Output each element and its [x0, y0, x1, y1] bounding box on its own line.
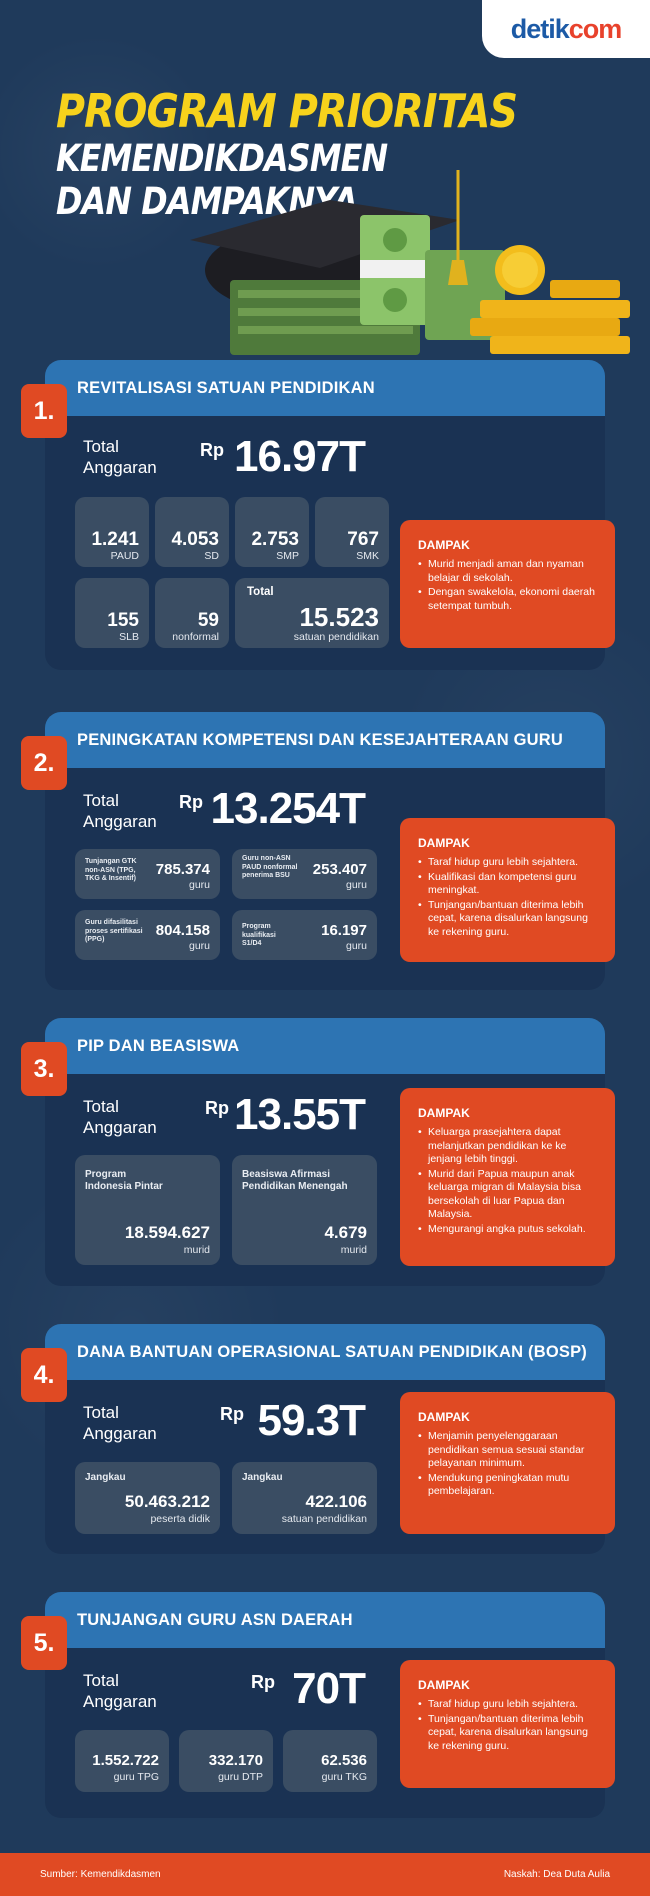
stat-box: 2.753 SMP — [235, 497, 309, 567]
impact-box-5: DAMPAK Taraf hidup guru lebih sejahtera.… — [400, 1660, 615, 1788]
currency-label: Rp — [179, 792, 203, 812]
total-anggaran-label: Total Anggaran — [83, 1097, 157, 1137]
impact-box-4: DAMPAK Menjamin penyelenggaraan pendidik… — [400, 1392, 615, 1534]
stat-box: Guru difasilitasi proses sertifikasi (PP… — [75, 910, 220, 960]
stat-box: Jangkau 50.463.212 peserta didik — [75, 1462, 220, 1534]
section-2-title: PENINGKATAN KOMPETENSI DAN KESEJAHTERAAN… — [45, 712, 605, 768]
stat-box: Guru non-ASN PAUD nonformal penerima BSU… — [232, 849, 377, 899]
stat-box: Tunjangan GTK non-ASN (TPG, TKG & Insent… — [75, 849, 220, 899]
section-1-number: 1. — [21, 384, 67, 438]
section-5-number: 5. — [21, 1616, 67, 1670]
section-4-title: DANA BANTUAN OPERASIONAL SATUAN PENDIDIK… — [45, 1324, 605, 1380]
footer: Sumber: Kemendikdasmen Naskah: Dea Duta … — [0, 1853, 650, 1896]
title-line-1: PROGRAM PRIORITAS — [56, 84, 518, 138]
currency-label: Rp — [205, 1098, 229, 1118]
stat-box: Jangkau 422.106 satuan pendidikan — [232, 1462, 377, 1534]
impact-box-3: DAMPAK Keluarga prasejahtera dapat melan… — [400, 1088, 615, 1266]
total-anggaran-label: Total Anggaran — [83, 437, 157, 477]
section-3-title: PIP DAN BEASISWA — [45, 1018, 605, 1074]
source-text: Sumber: Kemendikdasmen — [40, 1869, 161, 1880]
section-5-title: TUNJANGAN GURU ASN DAERAH — [45, 1592, 605, 1648]
currency-label: Rp — [251, 1672, 275, 1692]
currency-label: Rp — [220, 1404, 244, 1424]
stat-box: Program Indonesia Pintar 18.594.627 murid — [75, 1155, 220, 1265]
author-text: Naskah: Dea Duta Aulia — [503, 1869, 610, 1880]
section-4-number: 4. — [21, 1348, 67, 1402]
stat-box: 62.536 guru TKG — [283, 1730, 377, 1792]
stat-box: Program kualifikasi S1/D4 16.197 guru — [232, 910, 377, 960]
total-anggaran-label: Total Anggaran — [83, 1403, 157, 1443]
stat-box: 4.053 SD — [155, 497, 229, 567]
section-1-title: REVITALISASI SATUAN PENDIDIKAN — [45, 360, 605, 416]
stat-box: Beasiswa Afirmasi Pendidikan Menengah 4.6… — [232, 1155, 377, 1265]
stat-box: 59 nonformal — [155, 578, 229, 648]
stat-box: 1.241 PAUD — [75, 497, 149, 567]
section-3-number: 3. — [21, 1042, 67, 1096]
title-line-2: KEMENDIKDASMEN — [56, 137, 388, 180]
section-5-amount: 70T — [292, 1664, 366, 1713]
stat-box: 155 SLB — [75, 578, 149, 648]
total-anggaran-label: Total Anggaran — [83, 1671, 157, 1711]
stat-box: 332.170 guru DTP — [179, 1730, 273, 1792]
page-title: PROGRAM PRIORITAS KEMENDIKDASMEN DAN DAM… — [56, 88, 592, 220]
stat-box-total: Total 15.523 satuan pendidikan — [235, 578, 389, 648]
stat-box: 1.552.722 guru TPG — [75, 1730, 169, 1792]
impact-box-2: DAMPAK Taraf hidup guru lebih sejahtera.… — [400, 818, 615, 962]
currency-label: Rp — [200, 440, 224, 460]
graduation-money-illustration — [190, 170, 630, 355]
stat-box: 767 SMK — [315, 497, 389, 567]
section-3-amount: 13.55T — [234, 1090, 366, 1139]
total-anggaran-label: Total Anggaran — [83, 791, 157, 831]
section-2-number: 2. — [21, 736, 67, 790]
detikcom-logo[interactable]: detik com — [482, 0, 650, 58]
section-2-amount: 13.254T — [210, 784, 366, 833]
section-4-amount: 59.3T — [257, 1396, 366, 1445]
section-1-amount: 16.97T — [234, 432, 366, 481]
impact-box-1: DAMPAK Murid menjadi aman dan nyaman bel… — [400, 520, 615, 648]
